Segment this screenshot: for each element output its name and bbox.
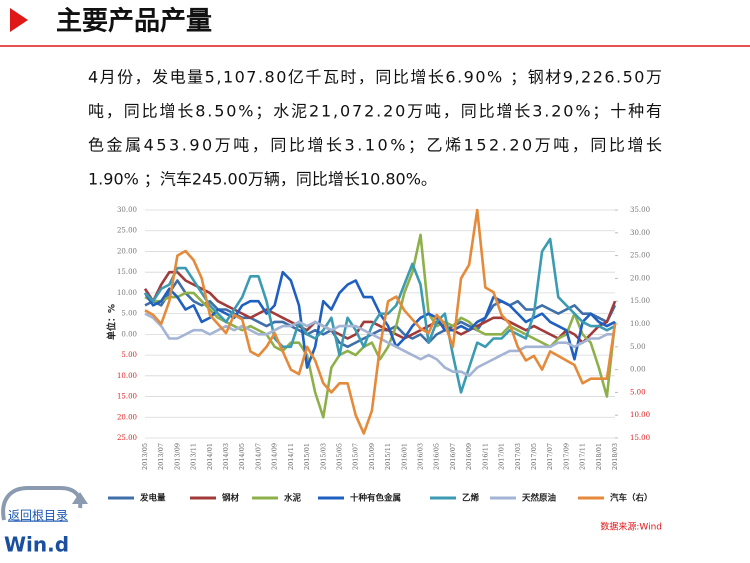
nav-link[interactable]: 返回根目录	[8, 509, 68, 523]
legend-label: 钢材	[222, 493, 240, 504]
y2-tick-label: 15.00	[630, 434, 650, 442]
series-line	[144, 208, 617, 435]
x-tick-label: 2016/07	[449, 443, 457, 470]
legend-label: 汽车（右）	[610, 493, 653, 504]
y-tick-label: 15.00	[117, 268, 137, 276]
y2-tick-label: 0.00	[630, 366, 646, 374]
y2-tick-label: 30.00	[630, 229, 650, 237]
y-tick-label: 20.00	[117, 247, 137, 255]
header-marker	[10, 8, 28, 32]
x-tick-label: 2015/09	[368, 443, 376, 470]
legend-label: 十种有色金属	[350, 493, 401, 504]
y2-tick-label: 25.00	[630, 252, 650, 260]
y-tick-label: 5.00	[121, 310, 137, 318]
x-tick-label: 2015/01	[303, 443, 311, 470]
paragraph-line: 色金属453.90万吨，同比增长3.10%；乙烯152.20万吨，同比增长	[88, 136, 662, 155]
x-tick-label: 2016/05	[433, 443, 441, 470]
chart: 30.00 25.00 20.00 15.00 10.00 5.00 0.00 5.00 10.…	[108, 206, 653, 504]
series-line	[144, 279, 617, 349]
x-tick-label: 2014/01	[206, 443, 214, 470]
y2-tick-label: 35.00	[630, 206, 650, 214]
x-tick-label: 2016/09	[465, 443, 473, 470]
paragraph-line: 4月份，发电量5,107.80亿千瓦时，同比增长6.90% ；钢材9,226.5…	[88, 68, 662, 87]
x-tick-label: 2015/05	[335, 443, 343, 470]
y2-tick-label: 10.00	[630, 411, 650, 419]
source-note: 数据来源:Wind	[600, 521, 662, 533]
x-tick-label: 2013/11	[190, 443, 198, 470]
x-tick-label: 2013/07	[157, 443, 165, 470]
legend-label: 天然原油	[522, 493, 556, 504]
y2-tick-label: 15.00	[630, 297, 650, 305]
x-tick-label: 2015/07	[352, 443, 360, 470]
y-tick-label: 5.00	[121, 351, 137, 359]
legend-label: 发电量	[139, 493, 166, 504]
y-tick-label: 10.00	[117, 372, 137, 380]
y-tick-label: 0.00	[121, 330, 137, 338]
y-tick-label: 25.00	[117, 434, 137, 442]
x-tick-label: 2018/01	[595, 443, 603, 470]
y-tick-label: 25.00	[117, 227, 137, 235]
series-line	[143, 270, 617, 344]
x-tick-label: 2018/03	[611, 443, 619, 470]
y-tick-label: 15.00	[117, 393, 137, 401]
x-tick-label: 2017/11	[579, 443, 587, 470]
x-tick-label: 2014/11	[287, 443, 295, 470]
paragraph-line: 吨，同比增长8.50%；水泥21,072.20万吨，同比增长3.20%；十种有	[88, 102, 662, 121]
x-tick-label: 2014/03	[222, 443, 230, 470]
y-tick-label: 10.00	[117, 289, 137, 297]
x-tick-label: 2016/01	[400, 443, 408, 470]
x-tick-label: 2015/03	[319, 443, 327, 470]
x-tick-label: 2014/07	[254, 443, 262, 470]
series-line	[144, 237, 616, 394]
paragraph: 4月份，发电量5,107.80亿千瓦时，同比增长6.90% ；钢材9,226.5…	[88, 68, 662, 189]
y2-tick-label: 10.00	[630, 320, 650, 328]
y2-tick-label: 5.00	[630, 343, 646, 351]
x-tick-label: 2015/11	[384, 443, 392, 470]
y2-tick-label: 5.00	[630, 388, 646, 396]
x-tick-label: 2014/05	[238, 443, 246, 470]
slide-title: 主要产品产量	[56, 7, 212, 37]
x-tick-label: 2016/03	[417, 443, 425, 470]
logo-arrowhead	[72, 492, 88, 504]
legend-label: 乙烯	[462, 493, 480, 504]
x-tick-label: 2017/01	[498, 443, 506, 470]
x-tick-label: 2014/09	[271, 443, 279, 470]
y-tick-label: 20.00	[117, 413, 137, 421]
x-tick-label: 2017/03	[514, 443, 522, 470]
x-tick-label: 2017/07	[546, 443, 554, 470]
x-tick-label: 2017/05	[530, 443, 538, 470]
legend-label: 水泥	[283, 493, 302, 504]
series-line	[144, 312, 615, 378]
y2-tick-label: 20.00	[630, 274, 650, 282]
paragraph-line: 1.90% ；汽车245.00万辆，同比增长10.80%。	[88, 170, 437, 189]
x-tick-label: 2013/05	[141, 443, 149, 470]
x-tick-label: 2016/11	[481, 443, 489, 470]
brand-logo: Win.d	[4, 533, 69, 557]
y-tick-label: 30.00	[117, 206, 137, 214]
x-tick-label: 2013/09	[173, 443, 181, 470]
x-tick-label: 2017/09	[562, 443, 570, 470]
y-axis-label: 单位：%	[106, 304, 118, 340]
